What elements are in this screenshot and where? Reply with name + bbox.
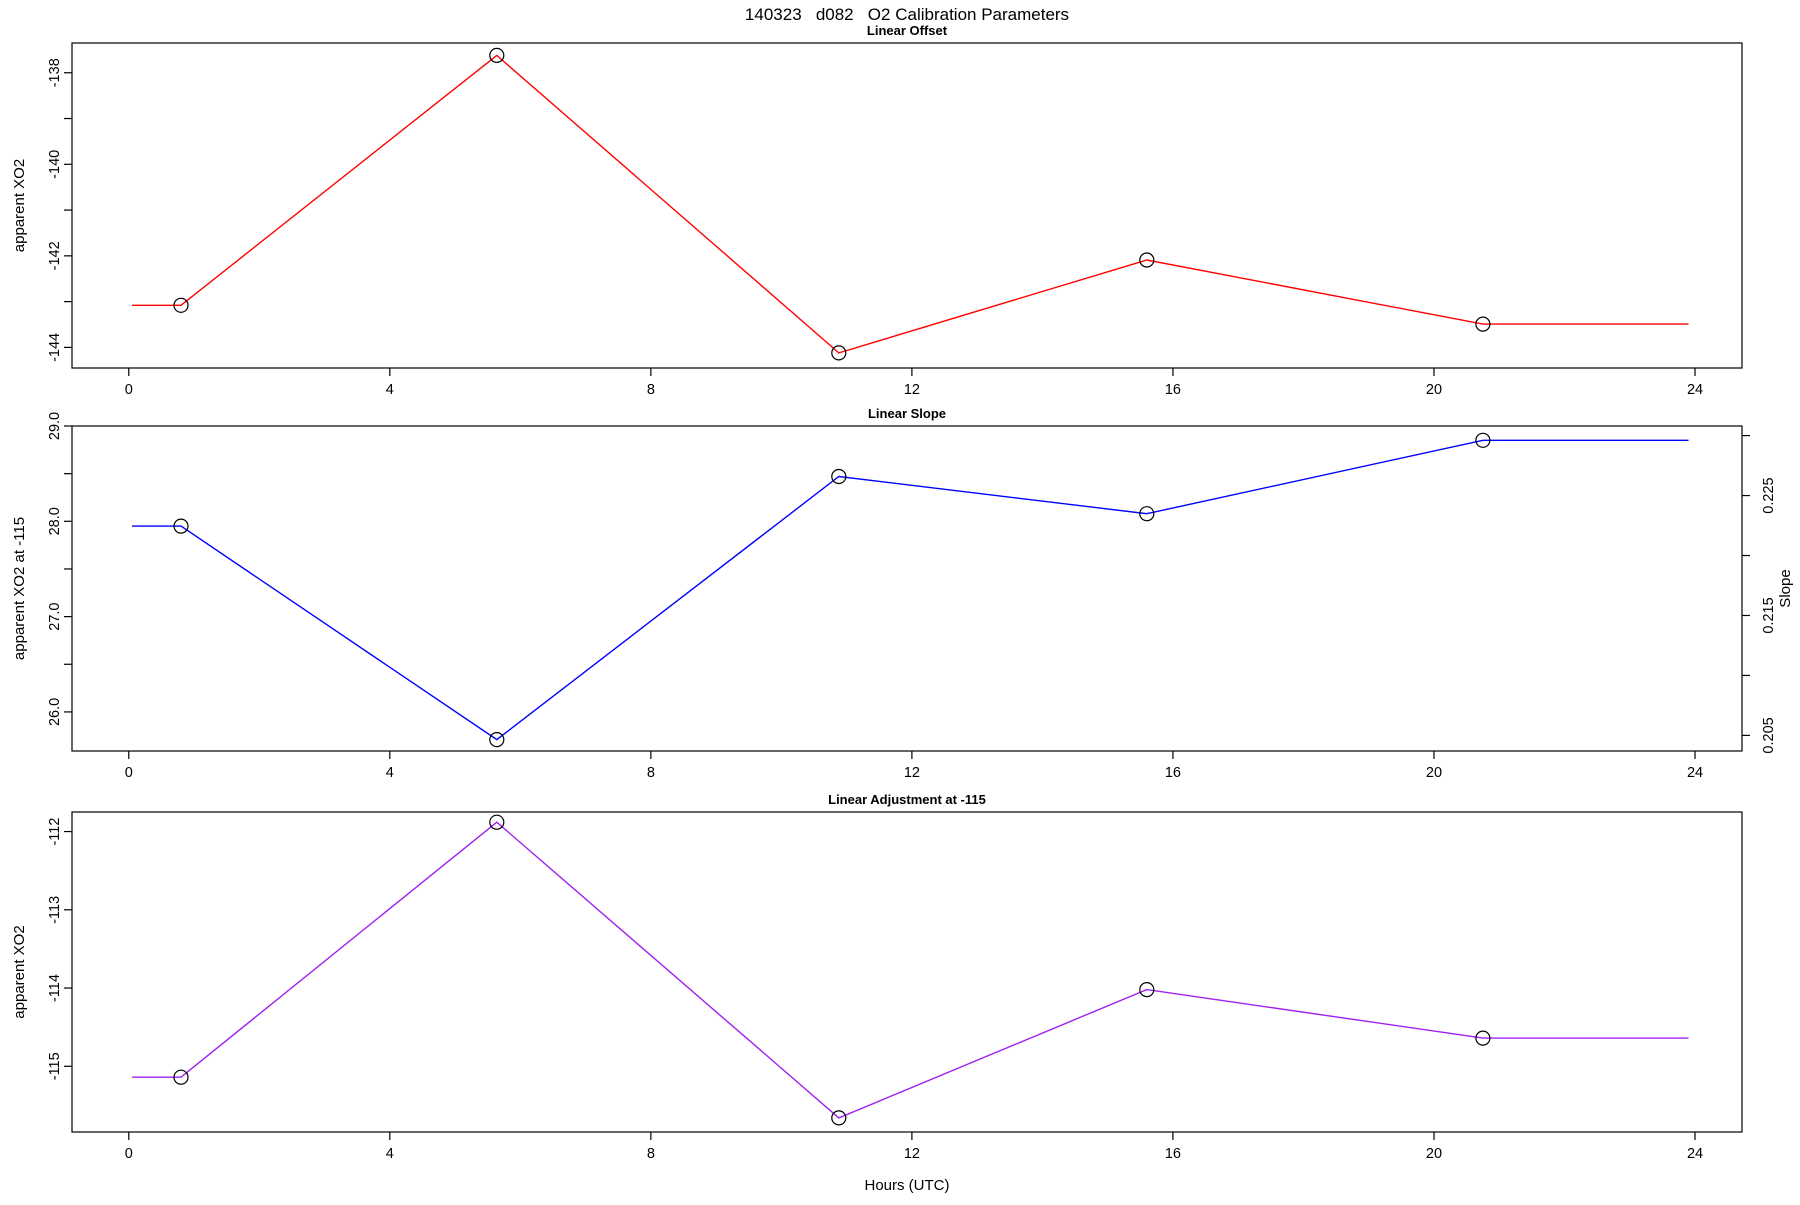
x-tick-label: 4 [386,382,394,398]
plot-box [71,811,1743,1133]
data-point-marker [489,731,505,748]
series-line [132,821,1689,1119]
panel-linear-slope: Linear Slope 0 4 8 12 16 20 24 26.0 27.0 28.0 29.0 0… [11,406,1794,781]
x-tick-label: 12 [904,1146,920,1162]
data-point-marker [1139,981,1155,998]
x-tick-label: 4 [386,1146,394,1162]
panel-title: Linear Adjustment at -115 [828,792,986,807]
right-y-tick-label: 0.215 [1761,597,1777,633]
x-tick-label: 20 [1426,382,1442,398]
y-tick-label: -144 [47,333,63,362]
x-tick-label: 16 [1165,382,1181,398]
x-tick-label: 0 [125,382,133,398]
x-tick-label: 12 [904,382,920,398]
y-tick-label: -115 [47,1052,63,1080]
panel-title: Linear Offset [867,23,948,38]
panel-linear-offset: Linear Offset 0 4 8 12 16 20 24 -144 -142 -140 -138… [11,23,1743,398]
data-point-marker [173,297,189,313]
figure-title: 140323 d082 O2 Calibration Parameters [745,5,1069,24]
data-point-marker [1139,252,1155,268]
x-tick-label: 0 [125,1146,133,1162]
x-tick-label: 24 [1687,382,1703,398]
data-point-marker [1475,432,1491,448]
x-tick-label: 0 [125,765,133,781]
y-tick-label: 27.0 [47,602,63,630]
data-point-marker [173,518,189,534]
x-tick-label: 24 [1687,1146,1703,1162]
x-tick-label: 4 [386,765,394,781]
y-tick-label: -140 [47,150,63,179]
y-axis-label: apparent XO2 [11,925,28,1018]
data-point-marker [831,468,847,485]
y-axis-label: apparent XO2 at -115 [11,517,28,660]
y-tick-label: 28.0 [47,507,63,535]
y-tick-label: 26.0 [47,698,63,726]
x-tick-label: 20 [1426,765,1442,781]
plot-box [71,425,1743,752]
series-line [132,439,1689,741]
y-tick-label: -142 [47,241,63,270]
panel-title: Linear Slope [868,406,946,421]
x-tick-label: 16 [1165,1146,1181,1162]
data-point-marker [1475,316,1491,332]
x-tick-label: 24 [1687,765,1703,781]
plot-box [71,42,1743,369]
x-tick-label: 16 [1165,765,1181,781]
y-tick-label: -138 [47,58,63,87]
data-point-marker [831,345,847,361]
right-y-tick-label: 0.205 [1761,717,1777,753]
data-point-marker [1139,506,1155,522]
y-tick-label: -114 [47,974,63,1002]
right-y-axis-label: Slope [1777,569,1794,607]
data-point-marker [173,1069,189,1085]
x-axis-label: Hours (UTC) [865,1177,950,1194]
data-point-marker [489,47,505,64]
data-point-marker [831,1110,847,1126]
panel-linear-adjustment-at-115: Linear Adjustment at -115 0 4 8 12 16 20 24 -115… [11,792,1743,1194]
x-tick-label: 12 [904,765,920,781]
series-line [132,54,1689,354]
y-tick-label: 29.0 [47,412,63,440]
x-tick-label: 8 [647,382,655,398]
data-point-marker [1475,1030,1491,1046]
right-y-tick-label: 0.225 [1761,477,1777,513]
y-axis-label: apparent XO2 [11,159,28,252]
y-tick-label: -112 [47,818,63,846]
data-point-marker [489,814,505,830]
y-tick-label: -113 [47,896,63,924]
x-tick-label: 20 [1426,1146,1442,1162]
x-tick-label: 8 [647,1146,655,1162]
x-tick-label: 8 [647,765,655,781]
